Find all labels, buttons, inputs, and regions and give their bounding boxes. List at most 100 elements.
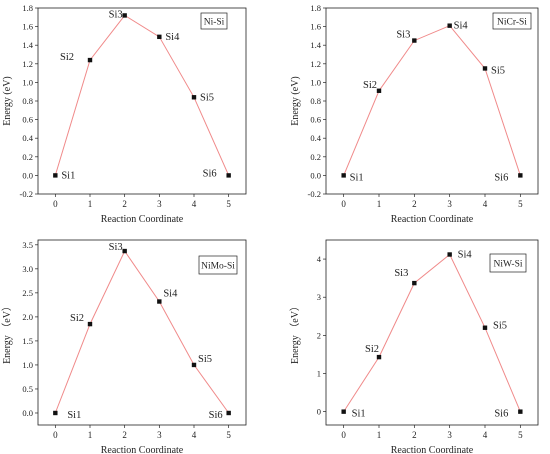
point-label: Si3	[394, 268, 408, 279]
point-label: Si4	[163, 289, 178, 300]
plot-frame	[37, 239, 247, 426]
y-tick-label: 1.0	[22, 77, 33, 87]
x-tick-label: 2	[122, 430, 127, 440]
series-line	[54, 14, 230, 176]
point-label: Si6	[209, 410, 223, 421]
y-tick-label: -0.2	[20, 189, 33, 199]
y-tick-label: 0.8	[310, 96, 321, 106]
x-tick-label: 2	[122, 199, 127, 209]
y-tick-label: 0.4	[22, 133, 33, 143]
point-label: Si6	[494, 172, 508, 183]
legend-box	[489, 253, 527, 273]
legend-label: NiW-Si	[493, 260, 522, 270]
data-point	[157, 34, 162, 40]
data-point	[226, 173, 231, 178]
y-tick-label: 1.2	[22, 59, 33, 69]
y-tick-label: 0.2	[22, 152, 33, 162]
y-tick-label: 0.6	[310, 115, 321, 125]
data-point	[518, 173, 523, 178]
chart-panel-3: 0 1 2 3 4 5 0.0 0.5 1.0 1.5 2.0 2.5 3.0 3.5 Reaction C…	[1, 239, 247, 454]
data-point	[87, 321, 93, 327]
y-axis-title: Energy (eV)	[2, 76, 13, 126]
data-point	[518, 409, 523, 414]
x-axis-title: Reaction Coordinate	[391, 214, 474, 225]
legend-box	[492, 12, 532, 30]
x-tick-label: 4	[192, 430, 197, 440]
data-point	[53, 173, 58, 178]
x-tick-label: 1	[88, 430, 93, 440]
y-tick-label: 1.8	[310, 3, 321, 13]
point-label: Si1	[352, 409, 366, 420]
series-line	[54, 250, 230, 414]
point-label: Si5	[198, 354, 212, 365]
y-tick-label: 2.5	[22, 288, 33, 298]
x-tick-label: 4	[483, 199, 488, 209]
x-tick-label: 5	[226, 430, 231, 440]
point-label: Si6	[494, 409, 508, 420]
data-point	[447, 252, 452, 257]
plot-frame	[325, 7, 539, 195]
plot-frame	[37, 7, 247, 195]
point-label: Si1	[350, 172, 364, 183]
y-tick-label: 1	[317, 369, 321, 379]
data-point	[122, 13, 127, 18]
point-label: Si4	[165, 32, 180, 43]
y-tick-label: 3.0	[22, 264, 33, 274]
x-axis-title: Reaction Coordinate	[101, 214, 184, 225]
data-point	[53, 410, 58, 416]
point-label: Si4	[458, 249, 473, 260]
x-tick-label: 2	[412, 430, 417, 440]
y-tick-label: 0.0	[310, 170, 321, 180]
point-label: Si4	[454, 21, 469, 32]
y-tick-label: 1.0	[22, 360, 33, 370]
y-tick-label: -0.2	[308, 189, 321, 199]
y-tick-label: 0.6	[22, 115, 33, 125]
x-axis-title: Reaction Coordinate	[101, 445, 184, 454]
series-line	[343, 253, 521, 412]
data-point	[341, 409, 346, 414]
legend-box	[198, 255, 238, 275]
point-label: Si5	[493, 321, 507, 332]
y-tick-label: 0.2	[310, 152, 321, 162]
x-tick-label: 5	[518, 199, 523, 209]
y-tick-label: 2.0	[22, 312, 33, 322]
data-point	[157, 299, 162, 304]
point-label: Si5	[200, 92, 214, 103]
x-axis-title: Reaction Coordinate	[391, 445, 474, 454]
point-label: Si2	[60, 52, 74, 63]
data-point	[191, 95, 197, 100]
point-label: Si2	[70, 313, 84, 324]
plot-frame	[325, 239, 539, 426]
data-point	[191, 362, 197, 368]
y-axis-title: Energy （eV）	[289, 301, 301, 364]
data-point	[376, 354, 382, 360]
chart-panel-4: 0 1 2 3 4 5 0 1 2 3 4 Reaction Coordinate Energy （eV…	[289, 239, 539, 454]
x-tick-label: 2	[412, 199, 417, 209]
y-axis-title: Energy （eV）	[1, 301, 13, 364]
point-label: Si2	[363, 80, 377, 91]
x-tick-label: 4	[483, 430, 488, 440]
y-tick-label: 1.6	[22, 22, 33, 32]
data-point	[412, 280, 417, 286]
x-tick-label: 0	[341, 430, 346, 440]
y-tick-label: 1.4	[310, 40, 321, 50]
chart-panel-2: 0 1 2 3 4 5 -0.2 0.0 0.2 0.4 0.6 0.8 1.0 1.2 1.4 1.6 1.8…	[290, 3, 539, 225]
point-label: Si3	[109, 9, 123, 20]
data-point	[412, 38, 417, 43]
point-label: Si2	[365, 344, 379, 355]
x-tick-label: 0	[53, 430, 58, 440]
x-tick-label: 0	[53, 199, 58, 209]
x-tick-label: 3	[157, 199, 162, 209]
legend-box	[200, 12, 228, 30]
y-tick-label: 0.8	[22, 96, 33, 106]
x-tick-label: 5	[226, 199, 231, 209]
y-tick-label: 0.0	[22, 170, 33, 180]
x-tick-label: 1	[88, 199, 93, 209]
y-tick-label: 0	[317, 407, 321, 417]
point-label: Si3	[109, 242, 123, 253]
y-tick-label: 0.0	[22, 408, 33, 418]
x-tick-label: 3	[447, 430, 452, 440]
x-tick-label: 3	[157, 430, 162, 440]
y-tick-label: 4	[317, 254, 322, 264]
